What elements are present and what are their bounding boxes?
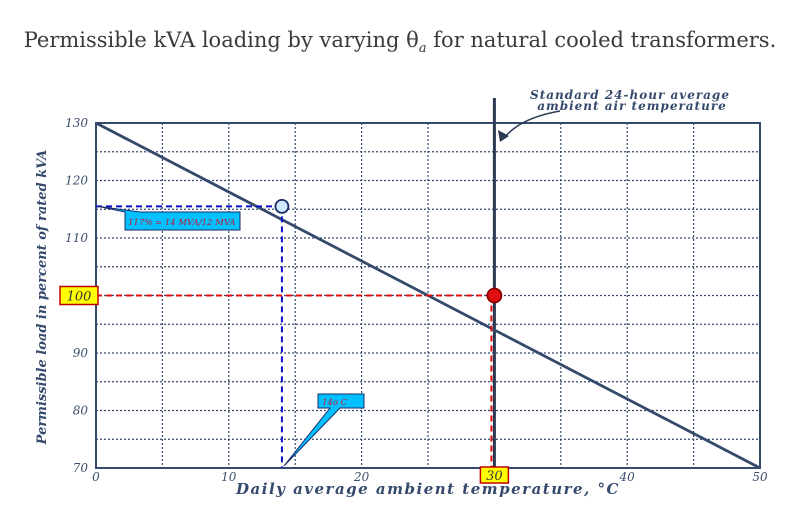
callout-y-shape [97,205,241,231]
y-tick-label: 110 [65,231,88,245]
reference-label-line2: ambient air temperature [537,99,727,113]
highlight-y-label: 100 [67,290,92,305]
y-tick-label: 90 [73,346,89,360]
guides-group [96,198,503,468]
x-tick-label: 20 [353,470,370,484]
title-suffix: for natural cooled transformers. [433,28,777,52]
title-text: Permissible kVA loading by varying [23,28,400,52]
highlight-y-box [59,285,99,306]
highlight-x-label: 30 [486,469,503,484]
ticks-group: 70 80 90 110 120 130 0 10 20 40 50 [65,116,768,484]
highlight-x-box [479,466,510,484]
y-tick-label: 70 [73,461,89,475]
y-tick-label: 80 [73,404,89,418]
chart-title: Permissible kVA loading by varying θa fo… [0,28,800,56]
callout-x-shape [283,393,365,467]
x-axis-label: Daily average ambient temperature, °C [235,480,620,498]
y-axis-label: Permissible load in percent of rated kVA [35,150,50,446]
y-tick-label: 120 [65,174,88,188]
reference-arrow-shaft [503,110,561,139]
x-tick-label: 50 [752,470,768,484]
title-theta: θa [406,28,427,57]
point2-marker [486,287,503,304]
reference-label-line1: Standard 24-hour average [530,88,730,102]
reference-arrow-head [498,130,509,142]
point1-marker [274,198,290,214]
y-tick-label: 130 [65,116,88,130]
callout-y-text: 117% = 14 MVA/12 MVA [128,218,236,228]
callout-x-text: 14o C [322,398,348,408]
x-tick-label: 0 [92,470,100,484]
x-tick-label: 10 [221,470,237,484]
x-tick-label: 40 [619,470,636,484]
